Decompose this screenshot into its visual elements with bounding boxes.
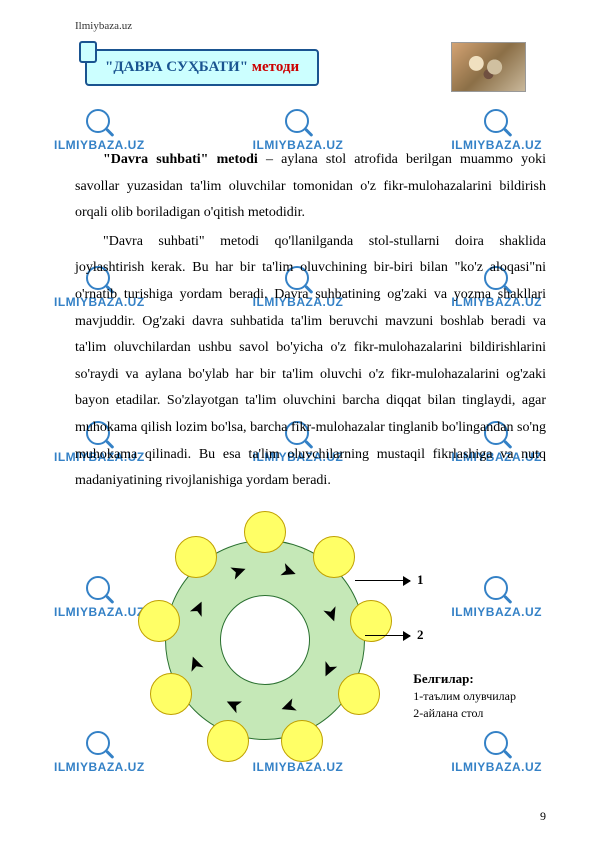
petal	[313, 536, 355, 578]
banner-quoted: "ДАВРА СУҲБАТИ"	[105, 59, 248, 75]
petal	[175, 536, 217, 578]
legend-line-1: 1-таълим олувчилар	[413, 688, 516, 705]
diagram-label-1: 1	[417, 572, 424, 588]
watermark: ILMIYBAZA.UZ	[253, 108, 344, 152]
banner-illustration	[451, 42, 526, 92]
ring-inner	[220, 595, 310, 685]
petal	[338, 673, 380, 715]
petal	[281, 720, 323, 762]
legend-title: Белгилар:	[413, 670, 516, 688]
banner-tail: методи	[248, 59, 299, 75]
petal	[207, 720, 249, 762]
paragraph-2: "Davra suhbati" metodi qo'llanilganda st…	[75, 229, 546, 495]
ring: ➤➤➤➤➤➤➤➤	[165, 540, 365, 740]
label-arrow-1	[355, 580, 410, 582]
watermark: ILMIYBAZA.UZ	[451, 108, 542, 152]
page-number: 9	[540, 809, 546, 824]
label-arrow-2	[365, 635, 410, 637]
petal	[150, 673, 192, 715]
legend-line-2: 2-айлана стол	[413, 705, 516, 722]
method-banner: "ДАВРА СУҲБАТИ" методи	[85, 49, 319, 86]
magnifier-icon	[483, 108, 511, 136]
petal	[138, 600, 180, 642]
magnifier-icon	[284, 108, 312, 136]
diagram-label-2: 2	[417, 627, 424, 643]
p1-lead: "Davra suhbati" metodi	[103, 152, 258, 167]
paragraph-1: "Davra suhbati" metodi – aylana stol atr…	[75, 147, 546, 227]
site-header: Ilmiybaza.uz	[75, 20, 546, 32]
ring-diagram: ➤➤➤➤➤➤➤➤ 1 2 Белгилар: 1-таълим олувчила…	[75, 520, 546, 780]
banner-row: "ДАВРА СУҲБАТИ" методи	[85, 42, 546, 92]
body-text: "Davra suhbati" metodi – aylana stol atr…	[75, 147, 546, 495]
watermark: ILMIYBAZA.UZ	[54, 108, 145, 152]
magnifier-icon	[85, 108, 113, 136]
legend: Белгилар: 1-таълим олувчилар 2-айлана ст…	[413, 670, 516, 722]
petal	[244, 511, 286, 553]
watermark-row: ILMIYBAZA.UZ ILMIYBAZA.UZ ILMIYBAZA.UZ	[0, 108, 596, 152]
